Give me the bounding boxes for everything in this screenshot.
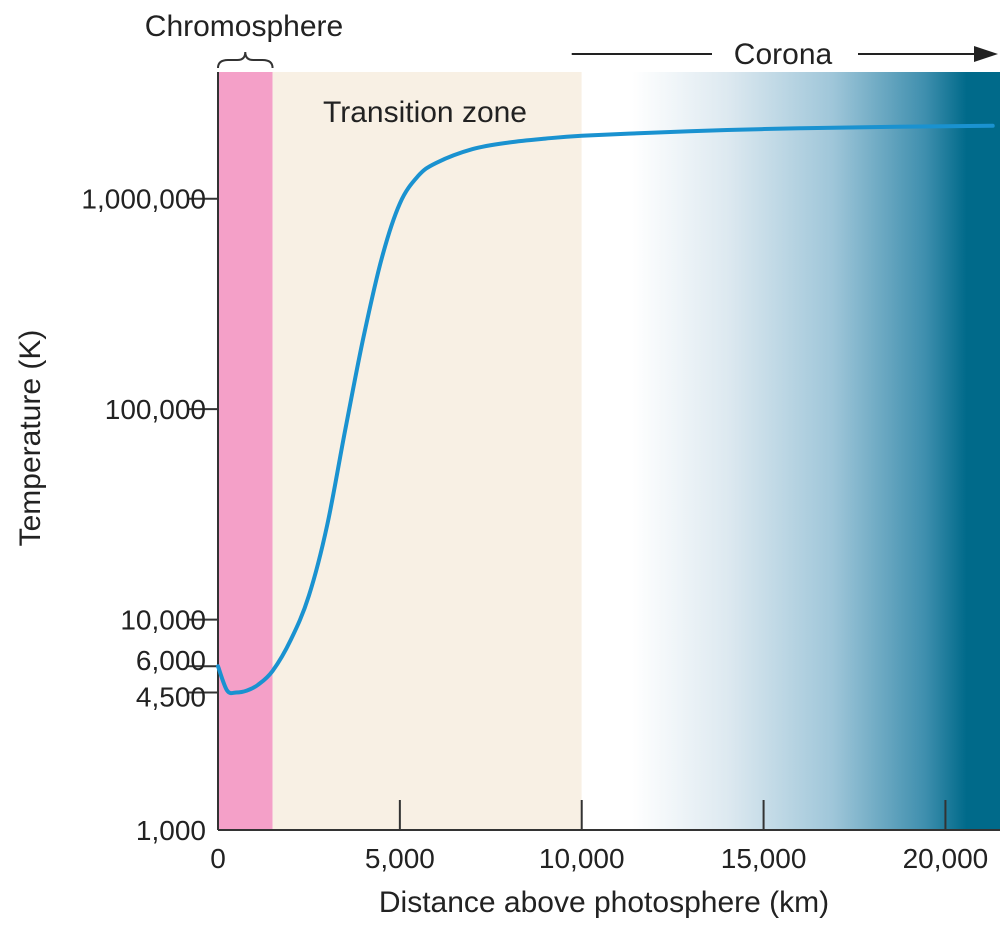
- corona-arrow-head: [974, 46, 998, 62]
- x-tick-label: 0: [210, 843, 226, 874]
- x-axis-title: Distance above photosphere (km): [379, 886, 829, 919]
- corona-region: [581, 72, 1000, 830]
- axes-layer: 1,000 4,500 6,000 10,000 100,000 1,000,000 0 5,…: [81, 72, 1000, 874]
- regions-layer: [218, 72, 1000, 830]
- y-axis-title: Temperature (K): [14, 330, 47, 547]
- x-tick-label: 10,000: [539, 843, 625, 874]
- x-tick-label: 15,000: [721, 843, 807, 874]
- y-tick-label: 100,000: [105, 394, 206, 425]
- chromosphere-brace: [217, 51, 274, 69]
- corona-label: Corona: [734, 38, 833, 71]
- y-tick-label: 6,000: [136, 645, 206, 676]
- transition-zone-region: [272, 72, 582, 830]
- annotations-layer: Chromosphere Transition zone Corona: [145, 10, 998, 129]
- y-tick-label: 10,000: [120, 605, 206, 636]
- y-tick-label: 1,000,000: [81, 184, 206, 215]
- y-tick-label: 1,000: [136, 815, 206, 846]
- chromosphere-region: [218, 72, 273, 830]
- x-tick-label: 20,000: [903, 843, 989, 874]
- y-tick-label: 4,500: [136, 682, 206, 713]
- x-tick-label: 5,000: [365, 843, 435, 874]
- chromosphere-label: Chromosphere: [145, 10, 343, 43]
- series-layer: [216, 123, 995, 696]
- transition-zone-label: Transition zone: [323, 96, 527, 129]
- temperature-series-line: [216, 123, 995, 696]
